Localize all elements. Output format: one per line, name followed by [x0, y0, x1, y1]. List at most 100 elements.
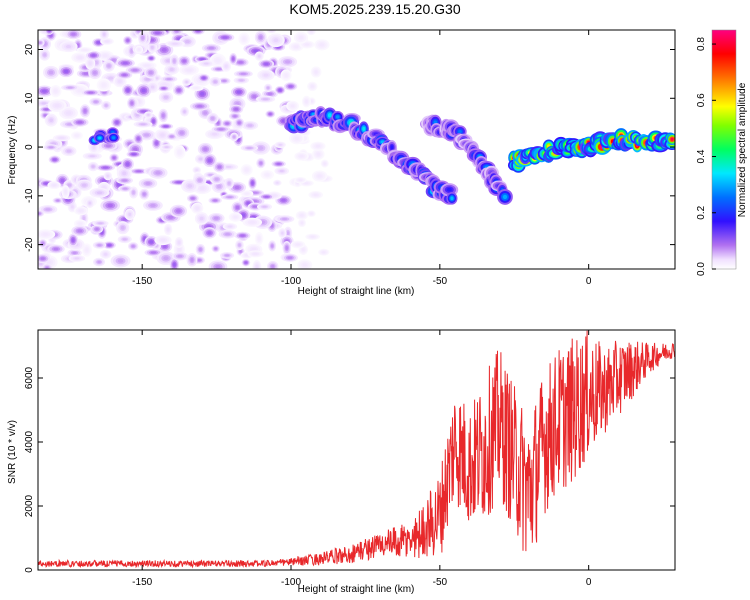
spectrogram-cell [251, 181, 254, 185]
spectrogram-cell [264, 195, 269, 198]
spectrogram-cell [97, 260, 101, 264]
spectrogram-cell [227, 225, 232, 228]
spectrogram-cell [322, 251, 326, 254]
spectrogram-cell [206, 181, 211, 184]
spectrogram-cell [77, 56, 83, 60]
spectrogram-cell [208, 46, 214, 50]
snr-xlabel: Height of straight line (km) [298, 584, 415, 595]
spectrogram-cell [257, 236, 261, 241]
spectrogram-cell [131, 245, 135, 248]
spectrogram-cell [163, 95, 168, 99]
spectrogram-cell [218, 128, 224, 131]
spectrogram-cell [239, 79, 244, 82]
spectrogram-cell [246, 201, 250, 205]
snr-ytick-label: 6000 [24, 366, 35, 389]
spectrogram-cell [41, 102, 47, 105]
spectrogram-cell [173, 59, 176, 63]
spectrogram-cell [53, 158, 57, 161]
spectrogram-cell [150, 85, 155, 89]
spectrogram-cell [310, 212, 313, 215]
colorbar-tick-label: 0.2 [696, 205, 707, 219]
spectrogram-cell [122, 217, 128, 221]
spectrogram-cell [107, 203, 113, 208]
spectrogram-cell [197, 178, 202, 182]
spectrogram-cell [65, 45, 72, 49]
spectrogram-cell [257, 54, 261, 58]
spectrogram-cell [163, 256, 169, 261]
spectrogram-cell [45, 266, 49, 269]
spectrogram-cell [132, 190, 135, 195]
spectrogram-cell [154, 31, 161, 35]
spectrogram-cell [161, 113, 165, 118]
spectrogram-ytick-label: 10 [24, 92, 35, 104]
spectrogram-cell [446, 187, 452, 192]
spectrogram-cell [233, 115, 237, 118]
spectrogram-cell [217, 184, 222, 189]
spectrogram-cell [155, 77, 159, 80]
spectrogram-cell [199, 157, 203, 161]
spectrogram-cell [111, 136, 116, 140]
spectrogram-cell [239, 250, 242, 253]
spectrogram-cell [41, 89, 47, 93]
spectrogram-cell [149, 240, 154, 244]
spectrogram-cell [264, 62, 269, 66]
spectrogram-cell [173, 262, 176, 267]
spectrogram-cell [288, 85, 293, 88]
spectrogram-cell [310, 85, 314, 88]
spectrogram-cell [122, 171, 127, 176]
spectrogram-cell [41, 242, 44, 245]
spectrogram-cell [150, 203, 156, 207]
spectrogram-cell [199, 247, 202, 252]
spectrogram-cell [145, 77, 150, 81]
spectrogram-cell [314, 70, 318, 74]
snr-ytick-label: 0 [24, 567, 35, 573]
spectrogram-cell [141, 110, 147, 113]
spectrogram-cell [300, 221, 304, 225]
spectrogram-cell [133, 147, 138, 152]
spectrogram-cell [160, 133, 165, 137]
snr-x-ticks: -150 -100 -50 0 [132, 330, 592, 588]
spectrogram-cell [183, 110, 186, 114]
spectrogram-cell [225, 165, 232, 168]
spectrogram-cell [278, 88, 282, 92]
spectrogram-cell [215, 58, 221, 63]
snr-y-ticks: 0 2000 4000 6000 [24, 366, 675, 573]
spectrogram-cell [65, 111, 72, 115]
spectrogram-cell [42, 233, 49, 236]
spectrogram-cell [66, 123, 73, 126]
spectrogram-xtick-label: 0 [586, 276, 592, 287]
snr-xtick-label: 0 [586, 577, 592, 588]
spectrogram-cell [116, 182, 121, 187]
spectrogram-cell [203, 147, 208, 151]
spectrogram-cell [130, 49, 133, 53]
spectrogram-y-ticks: -20 -10 0 10 20 [24, 44, 675, 252]
spectrogram-cell [216, 68, 221, 70]
colorbar-tick-label: 0.8 [696, 37, 707, 51]
spectrogram-cell [245, 192, 249, 195]
spectrogram-cell [108, 76, 114, 80]
spectrogram-cell [224, 64, 228, 68]
spectrogram-cell [225, 254, 230, 257]
spectrogram-cell [64, 69, 69, 73]
spectrogram-xlabel: Height of straight line (km) [298, 286, 415, 297]
spectrogram-cell [150, 45, 154, 49]
spectrogram-cell [199, 186, 205, 190]
spectrogram-cell [238, 243, 241, 247]
spectrogram-cell [268, 112, 272, 116]
spectrogram-cell [502, 194, 508, 200]
spectrogram-cell [194, 87, 199, 89]
spectrogram-cell [97, 244, 102, 247]
spectrogram-cell [101, 179, 107, 183]
spectrogram-cell [255, 264, 259, 269]
spectrogram-cell [122, 61, 128, 65]
colorbar-gradient [711, 29, 737, 270]
spectrogram-cell [315, 144, 321, 148]
spectrogram-cell [267, 92, 273, 96]
spectrogram-cell [258, 146, 264, 150]
spectrogram-cell [77, 121, 83, 124]
spectrogram-cell [74, 257, 80, 260]
spectrogram-cell [214, 177, 219, 181]
spectrogram-cell [54, 89, 58, 93]
spectrogram-cell [155, 141, 158, 145]
